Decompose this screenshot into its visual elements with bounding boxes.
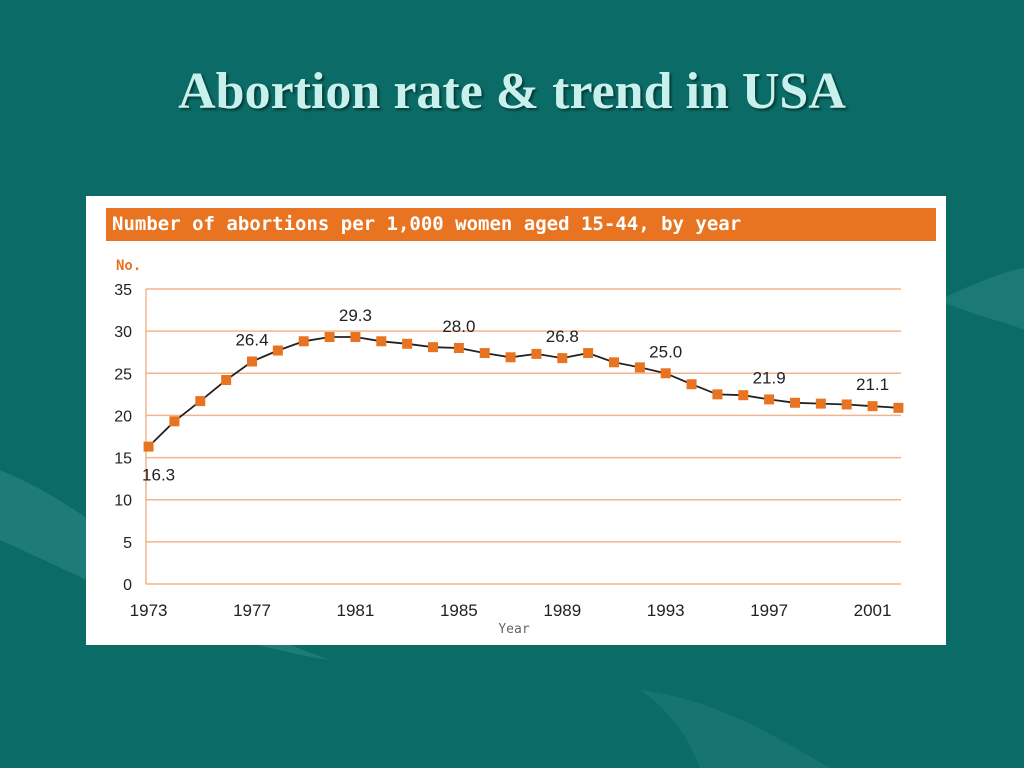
line-chart: 0 5 10 15 20 25 30 35 No. 1973 1977 1981 1985 1989 199… [114, 258, 904, 637]
data-point [143, 441, 154, 452]
data-point [712, 389, 723, 400]
x-tick-label: 1981 [337, 601, 375, 620]
data-point [298, 336, 309, 347]
data-point [867, 401, 878, 412]
data-point [634, 362, 645, 373]
data-point [608, 357, 619, 368]
data-label: 21.9 [753, 368, 786, 387]
x-tick-label: 2001 [854, 601, 892, 620]
data-point [169, 416, 180, 427]
data-point [505, 352, 516, 363]
x-tick-label: 1985 [440, 601, 478, 620]
data-point [531, 348, 542, 359]
data-label: 25.0 [649, 342, 682, 361]
data-label: 28.0 [442, 317, 475, 336]
x-tick-label: 1977 [233, 601, 271, 620]
series-line [147, 336, 899, 448]
data-point [764, 394, 775, 405]
y-tick-label: 0 [123, 577, 132, 594]
slide-title: Abortion rate & trend in USA [178, 63, 846, 120]
data-point [893, 402, 904, 413]
data-label: 21.1 [856, 375, 889, 394]
chart-title: Number of abortions per 1,000 women aged… [106, 208, 936, 241]
data-point [479, 348, 490, 359]
y-tick-label: 35 [114, 282, 132, 299]
data-label: 26.8 [546, 327, 579, 346]
y-tick-label: 30 [114, 324, 132, 341]
data-point [272, 345, 283, 356]
data-point [583, 348, 594, 359]
data-point [841, 399, 852, 410]
data-label: 29.3 [339, 306, 372, 325]
data-label: 16.3 [142, 466, 175, 485]
data-point [453, 343, 464, 353]
y-tick-label: 5 [123, 535, 132, 552]
x-tick-label: 1997 [750, 601, 788, 620]
data-point [221, 375, 232, 386]
x-axis-label: Year [498, 622, 529, 637]
x-tick-label: 1989 [543, 601, 581, 620]
data-point [428, 342, 439, 353]
data-point [247, 356, 258, 367]
y-tick-label: 15 [114, 451, 132, 468]
data-point [350, 332, 361, 343]
data-point [402, 338, 413, 349]
data-label: 26.4 [235, 330, 268, 349]
data-point [660, 368, 671, 379]
data-point [195, 396, 206, 407]
y-axis-label: No. [116, 258, 141, 274]
data-point [738, 390, 749, 401]
y-tick-label: 10 [114, 493, 132, 510]
x-tick-label: 1973 [130, 601, 168, 620]
data-point [324, 332, 335, 343]
data-point [557, 353, 568, 364]
y-tick-label: 20 [114, 408, 132, 425]
chart-panel: Number of abortions per 1,000 women aged… [86, 196, 946, 645]
data-point [376, 336, 387, 347]
x-tick-label: 1993 [647, 601, 685, 620]
data-point [686, 379, 697, 390]
y-tick-label: 25 [114, 366, 132, 383]
data-point [815, 398, 826, 409]
data-point [789, 397, 800, 408]
